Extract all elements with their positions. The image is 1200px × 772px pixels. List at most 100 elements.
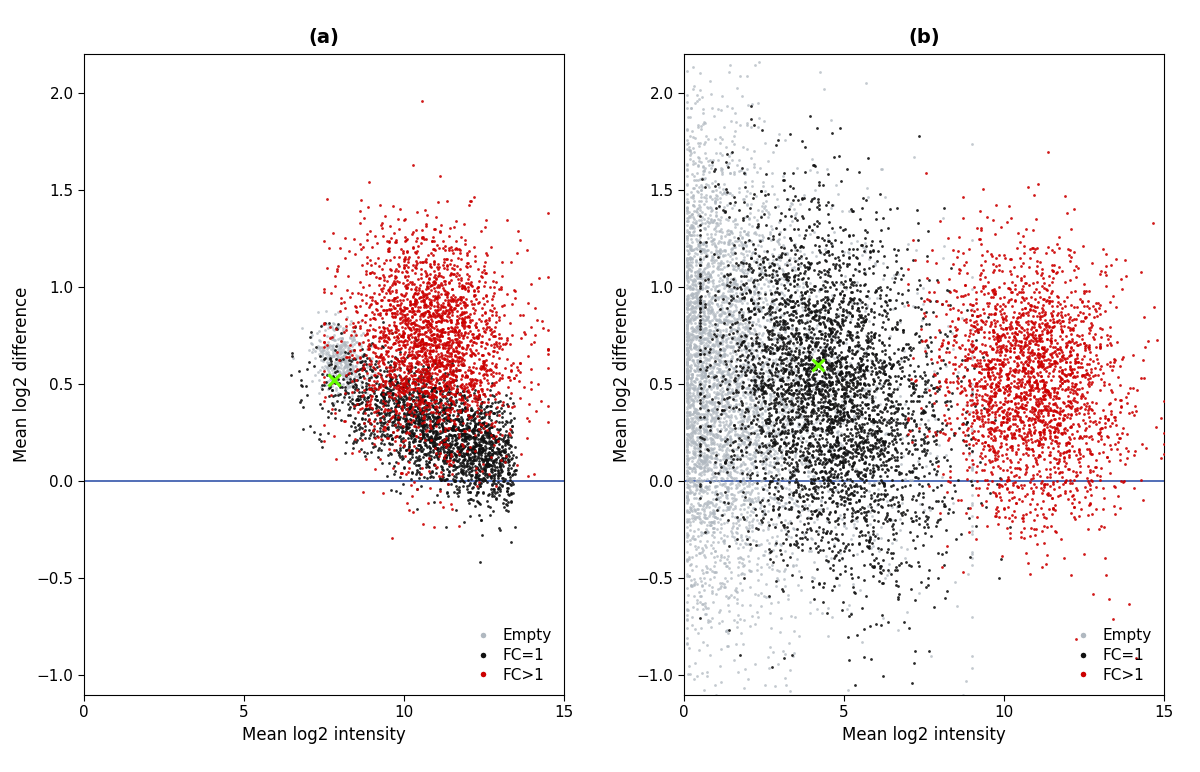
Point: [798, 459, 817, 472]
Point: [1110, 454, 1129, 466]
Point: [490, 455, 509, 468]
Point: [785, 344, 804, 357]
Point: [808, 472, 827, 484]
Point: [1044, 259, 1063, 271]
Point: [874, 212, 893, 224]
Point: [887, 267, 906, 279]
Point: [485, 390, 504, 402]
Point: [940, 432, 959, 444]
Point: [937, 394, 956, 407]
Point: [679, 346, 698, 358]
Point: [784, 435, 803, 447]
Point: [308, 432, 328, 445]
Point: [1111, 401, 1130, 413]
Point: [880, 339, 899, 351]
Point: [748, 606, 767, 618]
Point: [1067, 271, 1086, 283]
Point: [773, 372, 792, 384]
Point: [730, 119, 749, 131]
Point: [484, 453, 503, 466]
Point: [724, 309, 743, 321]
Point: [382, 232, 401, 244]
Point: [1060, 335, 1079, 347]
Point: [796, 298, 815, 310]
Point: [1030, 361, 1049, 373]
Point: [726, 398, 745, 411]
Point: [982, 401, 1001, 414]
Point: [756, 189, 775, 201]
Point: [725, 138, 744, 151]
Point: [762, 338, 781, 350]
Point: [809, 452, 828, 464]
Point: [804, 474, 823, 486]
Point: [1000, 317, 1019, 330]
Point: [689, 174, 708, 186]
Point: [683, 408, 702, 421]
Point: [734, 335, 754, 347]
Point: [774, 338, 793, 350]
Point: [442, 375, 461, 388]
Point: [374, 353, 394, 365]
Point: [372, 222, 391, 235]
Point: [451, 445, 470, 458]
Point: [810, 310, 829, 322]
Point: [706, 243, 725, 256]
Point: [1020, 384, 1039, 397]
Point: [379, 283, 398, 295]
Point: [840, 258, 859, 270]
Point: [431, 442, 450, 455]
Point: [445, 448, 464, 460]
Point: [814, 376, 833, 388]
Point: [746, 382, 766, 394]
Point: [811, 422, 830, 435]
Point: [1078, 300, 1097, 312]
Point: [787, 457, 806, 469]
Point: [710, 246, 730, 259]
Point: [1021, 432, 1040, 445]
Point: [1037, 549, 1056, 561]
Point: [744, 119, 763, 131]
Point: [424, 401, 443, 413]
Point: [691, 528, 710, 540]
Point: [389, 222, 408, 235]
Point: [328, 321, 347, 334]
Point: [679, 401, 698, 413]
Point: [734, 391, 754, 404]
Point: [1085, 327, 1104, 340]
Point: [1020, 384, 1039, 396]
Point: [886, 369, 905, 381]
Point: [709, 225, 728, 238]
Point: [770, 415, 790, 428]
Point: [706, 545, 725, 557]
Point: [925, 387, 944, 399]
Point: [800, 261, 820, 273]
Point: [374, 428, 394, 441]
Point: [418, 367, 437, 379]
Point: [410, 344, 430, 357]
Point: [1105, 355, 1124, 367]
Point: [858, 398, 877, 410]
Point: [433, 326, 452, 338]
Point: [1112, 283, 1132, 296]
Point: [1025, 320, 1044, 333]
Point: [744, 288, 763, 300]
Point: [389, 399, 408, 411]
Point: [446, 235, 466, 247]
Point: [493, 416, 512, 428]
Point: [678, 475, 697, 487]
Point: [996, 358, 1015, 371]
Point: [996, 322, 1015, 334]
Point: [749, 339, 768, 351]
Point: [868, 532, 887, 544]
Point: [450, 351, 469, 364]
Point: [761, 388, 780, 400]
Point: [678, 545, 697, 557]
Point: [479, 488, 498, 500]
Point: [746, 256, 766, 269]
Point: [780, 398, 799, 410]
Point: [749, 409, 768, 422]
Point: [700, 376, 719, 388]
Point: [1036, 313, 1055, 326]
Point: [838, 258, 857, 270]
Point: [419, 431, 438, 443]
